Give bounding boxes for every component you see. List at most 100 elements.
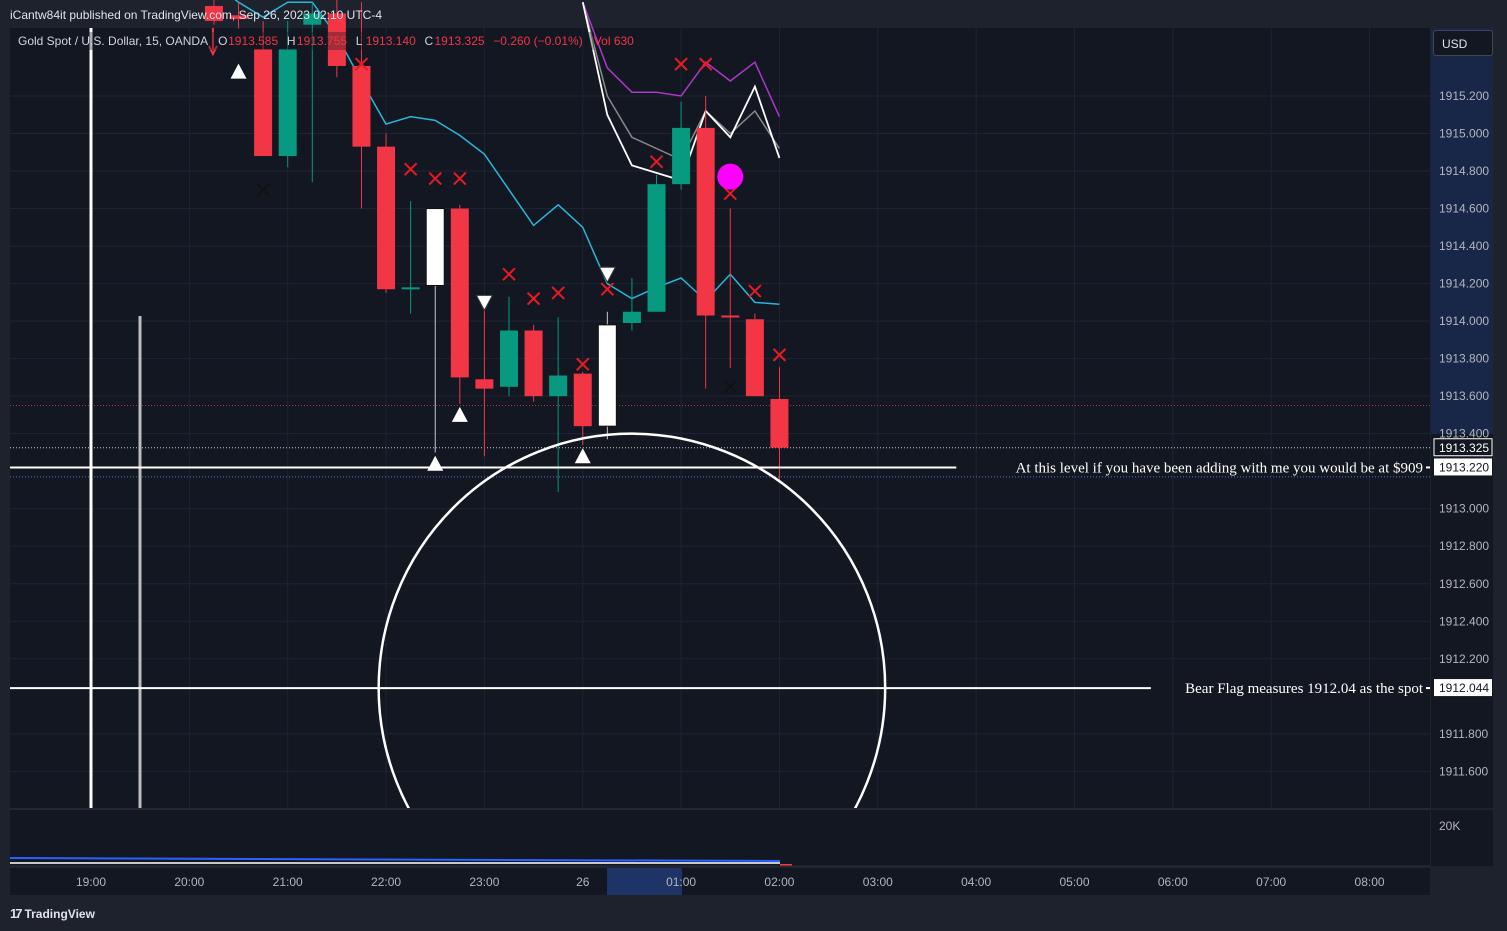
time-tick-label: 21:00 [273, 875, 303, 889]
legend-key: L [356, 34, 363, 48]
time-tick-label: 20:00 [174, 875, 204, 889]
price-tick-label: 1911.600 [1439, 764, 1488, 778]
legend-key: C [425, 34, 434, 48]
sell-x-marker [551, 286, 565, 300]
time-tick-label: 19:00 [76, 875, 106, 889]
time-tick-label: 04:00 [961, 875, 991, 889]
sell-x-marker [453, 171, 467, 186]
time-tick-label: 03:00 [863, 875, 893, 889]
currency-button[interactable]: USD [1433, 30, 1493, 56]
annotation-bear-flag[interactable]: Bear Flag measures 1912.04 as the spot [1185, 681, 1424, 697]
price-tick-label: 1914.400 [1439, 239, 1489, 253]
sell-x-marker [674, 57, 688, 71]
candle-body[interactable] [303, 13, 322, 25]
price-tick-label: 1915.000 [1439, 127, 1489, 141]
price-tick-label: 1915.200 [1439, 89, 1489, 103]
candle-body[interactable] [721, 315, 740, 318]
price-tick-label: 1912.400 [1439, 614, 1489, 628]
volume-scale-label: 20K [1439, 819, 1460, 833]
price-tick-label: 1912.800 [1439, 539, 1489, 553]
legend-volume: Vol 630 [594, 34, 634, 48]
moving-average-purple [582, 1, 781, 117]
candle-body[interactable] [672, 127, 691, 185]
candle-body[interactable] [352, 65, 371, 147]
sell-x-marker [576, 357, 590, 371]
price-tick-label: 1914.800 [1439, 164, 1489, 178]
price-tag-box [1434, 458, 1492, 476]
tradingview-logo-icon: 17 [10, 906, 23, 921]
price-tick-label: 1914.000 [1439, 314, 1489, 328]
candle-body[interactable] [696, 127, 715, 316]
price-tick-label: 1914.600 [1439, 202, 1489, 216]
candle-body[interactable] [524, 330, 543, 397]
price-tag-box [1434, 679, 1492, 697]
price-scale-highlight [1431, 28, 1493, 434]
header-bar: iCantw84it published on TradingView.com,… [0, 0, 1507, 28]
price-tick-label: 1912.600 [1439, 577, 1489, 591]
time-tick-label: 23:00 [469, 875, 499, 889]
price-tag-label: 1913.325 [1439, 441, 1489, 455]
volume-scale [1431, 810, 1493, 866]
price-tick-label: 1913.800 [1439, 352, 1489, 366]
down-arrow-marker [208, 28, 218, 57]
candle-body[interactable] [278, 49, 297, 157]
sell-x-marker [354, 57, 369, 71]
price-tag-label: 1913.220 [1439, 460, 1489, 474]
annotation-adding-level[interactable]: At this level if you have been adding wi… [1016, 460, 1423, 476]
footer-bar [0, 896, 1507, 931]
time-axis[interactable] [10, 868, 1430, 895]
candle-body[interactable] [573, 373, 592, 427]
price-tick-label: 1913.000 [1439, 502, 1489, 516]
candle-body[interactable] [401, 287, 420, 290]
magenta-dot-marker [717, 163, 744, 190]
volume-pane [10, 810, 1430, 866]
sell-triangle-marker [598, 266, 617, 284]
candle-body[interactable] [204, 5, 223, 21]
price-pane[interactable] [10, 28, 1430, 808]
legend-key: H [287, 34, 296, 48]
candle-body[interactable] [475, 379, 494, 389]
sell-x-marker [649, 154, 664, 169]
time-tick-label: 07:00 [1256, 875, 1286, 889]
legend-value: 1913.325 [435, 34, 485, 48]
candle-body[interactable] [549, 375, 568, 397]
price-tick-label: 1914.200 [1439, 277, 1489, 291]
published-text: iCantw84it published on TradingView.com,… [10, 8, 383, 22]
legend-value: 1913.755 [297, 34, 347, 48]
candle-body[interactable] [499, 330, 518, 387]
candle-body[interactable] [254, 49, 273, 157]
candle-body[interactable] [327, 13, 346, 66]
time-tick-label: 06:00 [1158, 875, 1188, 889]
sell-x-marker [772, 348, 787, 362]
time-tick-label: 26 [576, 875, 590, 889]
buy-triangle-marker [451, 406, 468, 422]
candle-body[interactable] [425, 208, 445, 286]
candle-body[interactable] [770, 398, 789, 448]
candle-body[interactable] [450, 208, 469, 378]
price-tick-label: 1913.600 [1439, 389, 1489, 403]
price-tick-label: 1912.200 [1439, 652, 1489, 666]
legend-background [14, 32, 594, 50]
legend-symbol[interactable]: Gold Spot / U.S. Dollar, 15, OANDA [18, 34, 208, 48]
sell-x-marker [748, 284, 762, 298]
candle-body[interactable] [377, 146, 396, 290]
buy-triangle-marker [574, 448, 591, 464]
sell-x-marker [698, 57, 713, 71]
candle-body[interactable] [229, 15, 248, 20]
candle-body[interactable] [745, 319, 764, 397]
volume-average-line [9, 857, 781, 862]
tradingview-logo-text: TradingView [24, 906, 95, 921]
candle-body[interactable] [597, 324, 617, 427]
buy-triangle-marker [230, 63, 247, 79]
candle-body[interactable] [622, 311, 641, 323]
price-tick-label: 1913.400 [1439, 427, 1489, 441]
sell-x-marker [600, 282, 615, 296]
sell-x-marker [428, 171, 442, 186]
legend-key: O [218, 34, 227, 48]
sell-x-marker [723, 186, 737, 201]
price-tag-label: 1912.044 [1439, 681, 1489, 695]
tradingview-logo[interactable]: 17 TradingView [10, 906, 95, 921]
candle-body[interactable] [647, 184, 666, 312]
